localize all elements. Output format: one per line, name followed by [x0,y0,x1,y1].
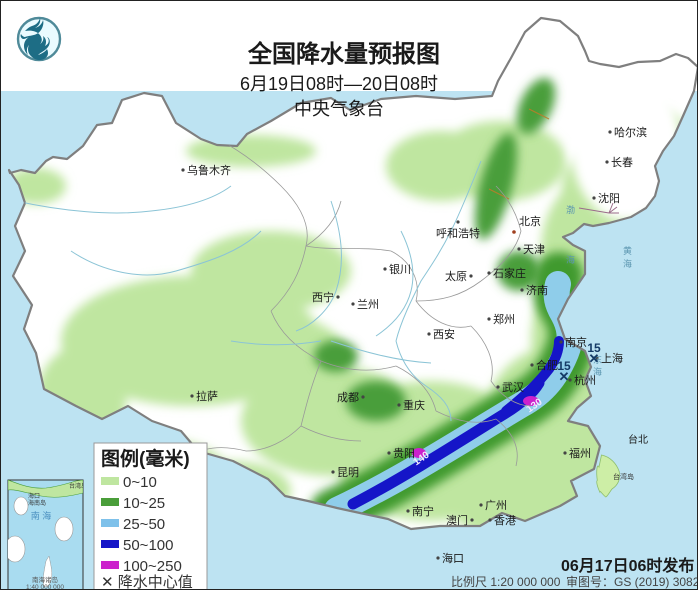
svg-text:呼和浩特: 呼和浩特 [436,226,480,240]
svg-text:郑州: 郑州 [493,312,515,326]
svg-text:武汉: 武汉 [502,381,524,394]
svg-text:✕: ✕ [589,351,600,366]
svg-text:✕: ✕ [559,369,570,384]
svg-text:沈阳: 沈阳 [598,191,620,205]
svg-text:长春: 长春 [611,156,633,169]
svg-text:台湾岛: 台湾岛 [613,472,634,481]
svg-text:拉萨: 拉萨 [196,389,218,403]
svg-text:乌鲁木齐: 乌鲁木齐 [187,163,231,177]
svg-text:图例(毫米): 图例(毫米) [101,447,190,470]
svg-text:南海诸岛: 南海诸岛 [32,575,58,584]
svg-text:海: 海 [623,258,632,269]
svg-text:银川: 银川 [389,262,411,276]
svg-text:西安: 西安 [433,327,455,341]
svg-text:✕ 降水中心值: ✕ 降水中心值 [101,574,193,590]
svg-text:西宁: 西宁 [312,290,334,304]
svg-text:全国降水量预报图: 全国降水量预报图 [247,40,440,68]
svg-text:重庆: 重庆 [403,398,425,412]
svg-text:兰州: 兰州 [357,298,379,311]
svg-text:成都: 成都 [337,391,359,404]
svg-text:黄: 黄 [623,245,632,256]
svg-text:合肥: 合肥 [536,358,558,372]
svg-text:昆明: 昆明 [337,466,359,479]
svg-text:25~50: 25~50 [123,516,165,533]
svg-text:1:40 000 000: 1:40 000 000 [26,584,64,590]
svg-text:10~25: 10~25 [123,495,165,512]
svg-text:南宁: 南宁 [412,504,434,518]
svg-text:南京: 南京 [565,335,587,349]
svg-text:6月19日08时—20日08时: 6月19日08时—20日08时 [240,74,438,94]
svg-text:海口: 海口 [442,551,464,565]
svg-text:广州: 广州 [485,499,507,512]
svg-text:50~100: 50~100 [123,537,173,554]
svg-text:台北: 台北 [628,433,648,446]
svg-text:渤: 渤 [566,204,575,215]
svg-text:100~250: 100~250 [123,558,182,575]
svg-text:石家庄: 石家庄 [493,266,526,280]
svg-text:海口: 海口 [28,492,40,500]
svg-text:天津: 天津 [523,243,545,256]
svg-text:澳门: 澳门 [446,513,468,527]
svg-text:海: 海 [593,366,602,377]
svg-text:中央气象台: 中央气象台 [294,99,384,119]
svg-text:福州: 福州 [569,446,591,460]
svg-text:济南: 济南 [526,283,548,297]
svg-text:海: 海 [566,254,575,265]
svg-text:哈尔滨: 哈尔滨 [614,125,647,139]
svg-text:香港: 香港 [494,514,516,527]
svg-text:贵阳: 贵阳 [393,447,415,460]
svg-text:太原: 太原 [445,270,467,283]
svg-text:南 海: 南 海 [31,510,52,521]
svg-text:北京: 北京 [519,214,541,228]
svg-text:0~10: 0~10 [123,474,157,491]
svg-text:审图号：GS (2019) 3082号: 审图号：GS (2019) 3082号 [566,574,698,589]
svg-text:比例尺 1:20 000 000: 比例尺 1:20 000 000 [451,575,561,589]
svg-text:海南岛: 海南岛 [28,499,46,507]
svg-text:上海: 上海 [601,351,623,365]
svg-text:06月17日06时发布: 06月17日06时发布 [561,556,694,575]
